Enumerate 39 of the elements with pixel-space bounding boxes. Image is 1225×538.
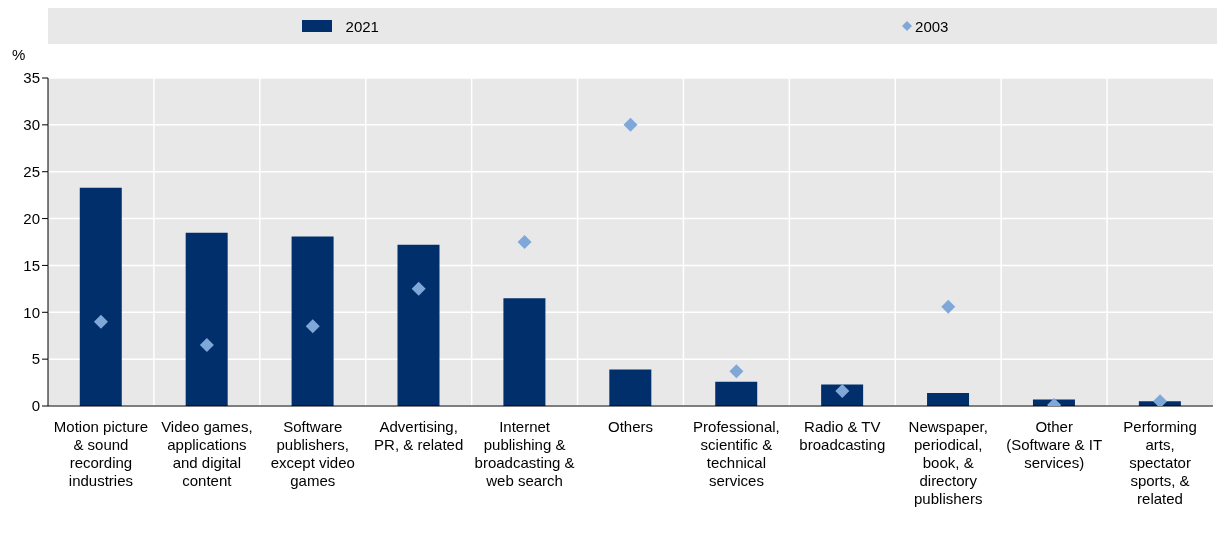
legend-label: 2021 bbox=[345, 17, 379, 35]
x-tick-label: Newspaper, periodical, book, & directory publishers bbox=[908, 418, 988, 507]
y-tick-label: 20 bbox=[23, 209, 40, 227]
y-tick-label: 0 bbox=[31, 397, 40, 415]
point bbox=[411, 281, 426, 296]
bar bbox=[79, 187, 122, 406]
point bbox=[1153, 394, 1168, 406]
bar bbox=[503, 298, 546, 406]
bar bbox=[609, 369, 652, 406]
x-tick-label: Video games, applications and digital content bbox=[161, 418, 253, 489]
bar bbox=[185, 232, 228, 406]
x-tick-label: Professional, scientific & technical services bbox=[693, 418, 780, 489]
bar bbox=[397, 244, 440, 406]
y-tick-label: 15 bbox=[23, 256, 40, 274]
x-tick-label: Internet publishing & broadcasting & web search bbox=[474, 418, 575, 489]
x-tick-label: Others bbox=[607, 418, 654, 435]
y-tick-label: 25 bbox=[23, 163, 40, 181]
point bbox=[517, 235, 532, 249]
x-tick-label: Software publishers, except video games bbox=[270, 418, 355, 489]
point bbox=[305, 319, 320, 334]
point bbox=[93, 314, 108, 329]
y-tick-label: 10 bbox=[23, 303, 40, 321]
point bbox=[729, 364, 744, 379]
bar bbox=[291, 236, 334, 406]
x-tick-label: Performing arts, spectator sports, & related bbox=[1123, 418, 1197, 507]
y-axis-title: % bbox=[12, 46, 26, 63]
y-tick-label: 35 bbox=[23, 69, 40, 87]
x-tick-label: Advertising, PR, & related bbox=[374, 418, 464, 453]
bar bbox=[715, 381, 758, 406]
point bbox=[941, 299, 956, 314]
x-tick-label: Radio & TV broadcasting bbox=[799, 418, 886, 453]
x-tick-label: Other (Software & IT services) bbox=[1006, 418, 1103, 471]
legend-label: 2003 bbox=[915, 17, 949, 35]
point bbox=[199, 338, 214, 353]
point bbox=[623, 117, 638, 132]
y-tick-label: 5 bbox=[31, 350, 40, 368]
x-tick-label: Motion picture & sound recording industries bbox=[53, 418, 149, 489]
y-tick-label: 30 bbox=[23, 116, 40, 134]
bar bbox=[927, 392, 970, 406]
